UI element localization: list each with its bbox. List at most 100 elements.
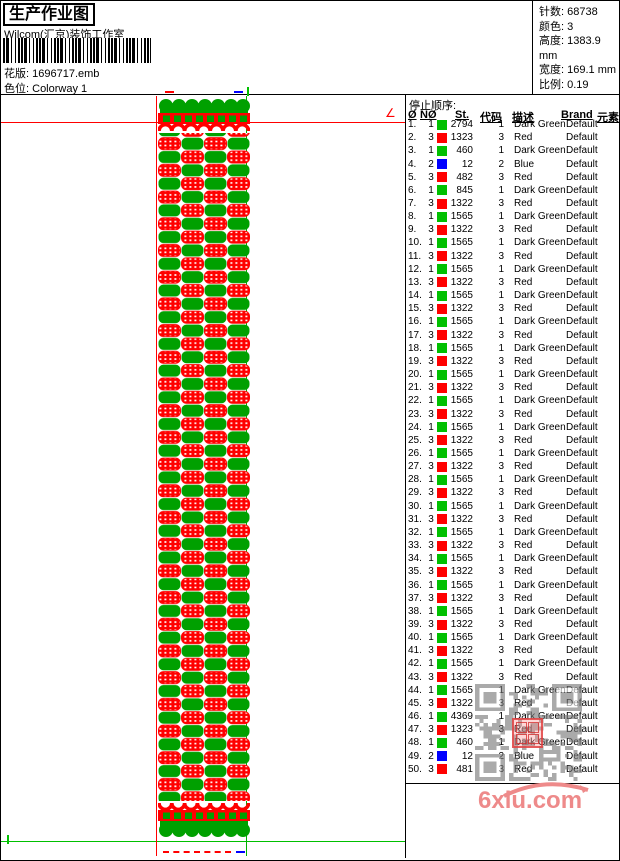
row-description: Red [514,671,533,683]
row-stitches: 1322 [450,434,473,446]
row-brand: Default [566,355,598,367]
row-code: 1 [498,579,504,591]
row-brand: Default [566,382,598,394]
row-index: 18. [408,342,422,354]
row-code: 3 [498,408,504,420]
row-needle: 2 [428,158,434,170]
row-description: Dark Green [514,579,566,591]
row-stitches: 460 [456,737,473,749]
row-stitches: 1565 [450,342,473,354]
table-row: 32. 1 1565 1 Dark Green Default [406,526,619,539]
stat-colors: 颜色: 3 [539,20,574,33]
row-needle: 1 [428,579,434,591]
row-description: Dark Green [514,211,566,223]
row-stitches: 481 [456,763,473,775]
start-marker-blue [234,91,243,93]
row-stitches: 1322 [450,276,473,288]
row-stitches: 1565 [450,211,473,223]
row-stitches: 1565 [450,263,473,275]
row-code: 3 [498,250,504,262]
color-swatch [437,553,449,564]
row-index: 3. [408,145,417,157]
color-swatch [437,145,449,156]
row-description: Dark Green [514,737,566,749]
color-swatch [437,448,449,459]
row-stitches: 1322 [450,461,473,473]
row-code: 3 [498,303,504,315]
row-description: Dark Green [514,119,566,131]
table-row: 22. 1 1565 1 Dark Green Default [406,394,619,407]
qr-code [475,684,582,781]
row-code: 3 [498,487,504,499]
row-code: 1 [498,211,504,223]
row-index: 21. [408,382,422,394]
stop-sequence-header: Ø NØ St. 代码 描述 Brand 元素 [406,109,619,124]
row-stitches: 460 [456,145,473,157]
row-index: 42. [408,658,422,670]
row-brand: Default [566,145,598,157]
design-preview-area: ∠ [1,95,406,858]
row-stitches: 1565 [450,553,473,565]
color-swatch [437,764,449,775]
row-code: 1 [498,500,504,512]
stat-stitches: 针数: 68738 [539,6,598,18]
row-description: Red [514,382,533,394]
row-description: Red [514,434,533,446]
row-index: 8. [408,211,417,223]
table-row: 14. 1 1565 1 Dark Green Default [406,289,619,302]
row-brand: Default [566,592,598,604]
row-index: 17. [408,329,422,341]
row-index: 37. [408,592,422,604]
row-description: Red [514,355,533,367]
table-row: 24. 1 1565 1 Dark Green Default [406,421,619,434]
row-index: 26. [408,447,422,459]
table-row: 15. 3 1322 3 Red Default [406,302,619,315]
table-row: 25. 3 1322 3 Red Default [406,434,619,447]
row-needle: 3 [428,724,434,736]
row-stitches: 1565 [450,658,473,670]
color-swatch [437,737,449,748]
row-code: 1 [498,184,504,196]
row-stitches: 1322 [450,250,473,262]
row-code: 3 [498,513,504,525]
table-row: 12. 1 1565 1 Dark Green Default [406,263,619,276]
row-description: Dark Green [514,447,566,459]
row-brand: Default [566,658,598,670]
table-row: 13. 3 1322 3 Red Default [406,276,619,289]
row-brand: Default [566,263,598,275]
row-brand: Default [566,553,598,565]
page-title: 生产作业图 [3,3,96,26]
row-index: 31. [408,513,422,525]
color-swatch [437,593,449,604]
row-code: 3 [498,671,504,683]
row-stitches: 12 [461,158,473,170]
color-swatch [437,501,449,512]
row-description: Red [514,198,533,210]
color-swatch [437,540,449,551]
row-code: 1 [498,553,504,565]
row-index: 41. [408,645,422,657]
row-code: 1 [498,342,504,354]
row-needle: 1 [428,184,434,196]
row-stitches: 1565 [450,421,473,433]
row-description: Red [514,619,533,631]
color-swatch [437,514,449,525]
colorway-line: 色位: Colorway 1 [4,80,87,96]
row-needle: 3 [428,540,434,552]
row-stitches: 482 [456,171,473,183]
row-needle: 1 [428,119,434,131]
table-row: 37. 3 1322 3 Red Default [406,592,619,605]
row-code: 3 [498,540,504,552]
row-needle: 1 [428,342,434,354]
row-code: 3 [498,198,504,210]
table-row: 29. 3 1322 3 Red Default [406,486,619,499]
row-brand: Default [566,171,598,183]
embroidery-design [158,99,250,837]
row-stitches: 1322 [450,382,473,394]
row-brand: Default [566,237,598,249]
color-swatch [437,382,449,393]
row-stitches: 1565 [450,237,473,249]
colorway-label: 色位: [4,83,30,95]
row-stitches: 1565 [450,369,473,381]
